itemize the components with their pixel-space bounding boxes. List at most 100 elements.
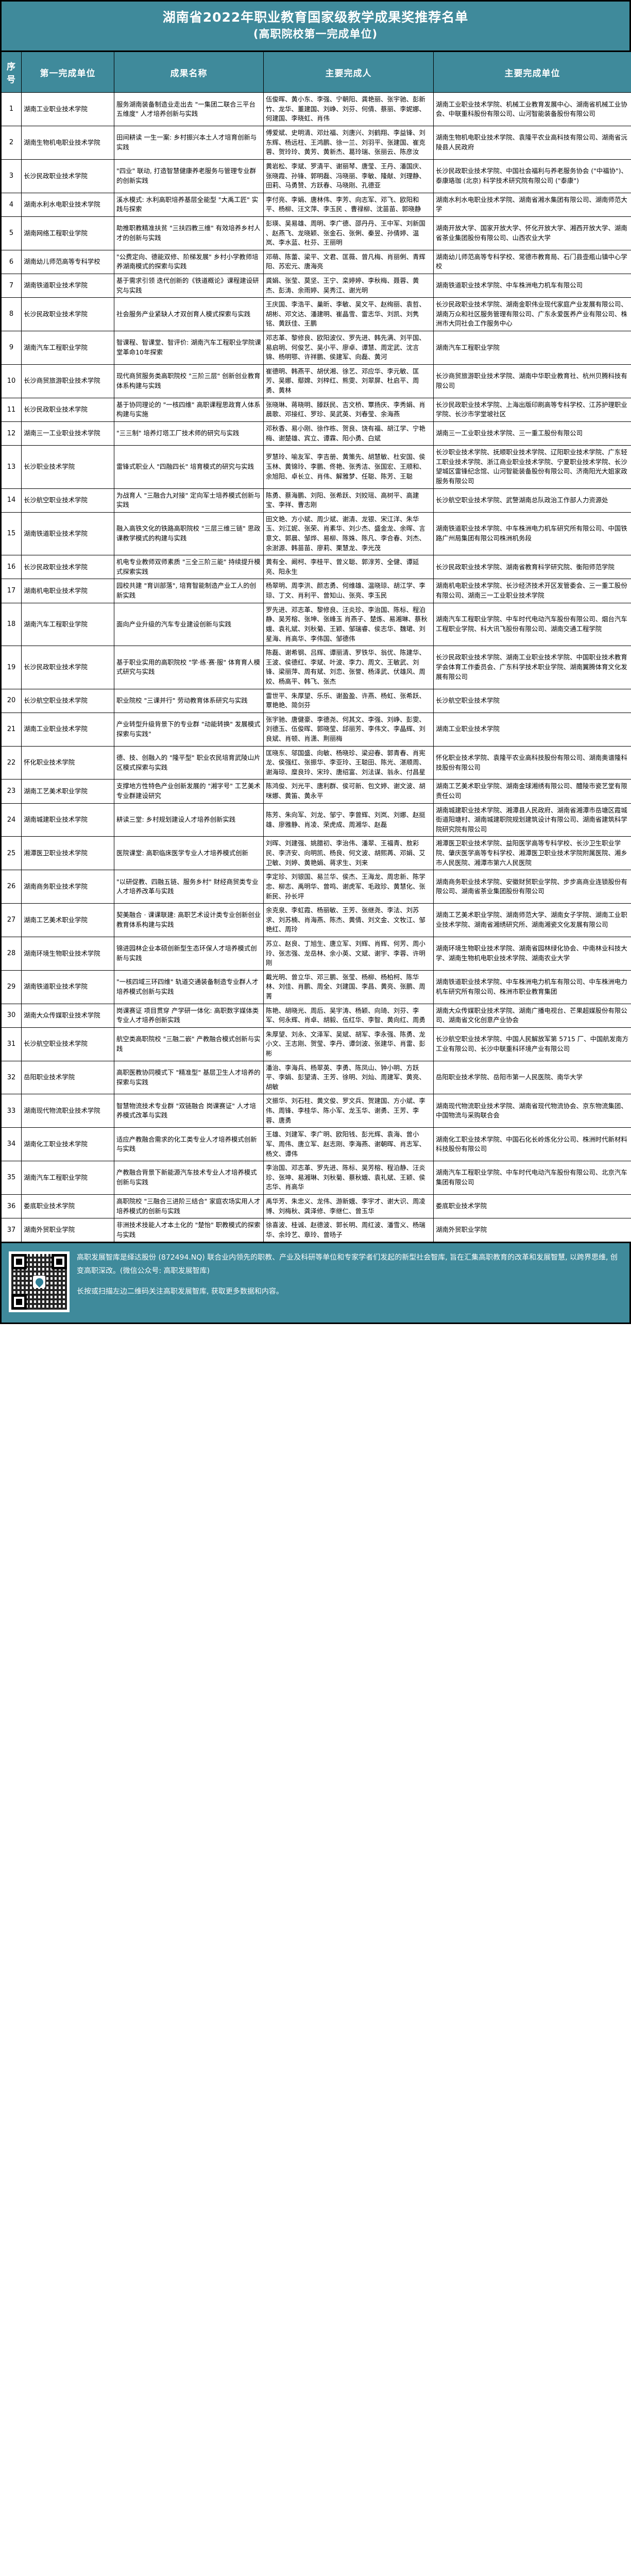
cell-no: 19 bbox=[1, 646, 22, 689]
cell-people: 张宇驰、唐健豪、李德尧、何其文、李强、刘峥、彭雯、刘德玉、伍俊晖、郭晓莹、邱丽芳… bbox=[263, 712, 434, 747]
cell-first-unit: 湖南化工职业技术学院 bbox=[21, 1127, 114, 1162]
cell-people: 陈艳、胡晓光、周后、吴宇涛、杨颖、向琦、刘芬、李军、何永辉、肖卓、胡毅、伍红华、… bbox=[263, 1003, 434, 1028]
footer-banner: 高职发展智库是绎达股份 (872494.NQ) 联合业内领先的职教、产业及科研等… bbox=[0, 1243, 631, 1325]
cell-people: 徐喜波、桂诚、赵德波、郭长明、周红波、潘雪义、杨瑞华、余玲艺、章玲、曾旸子 bbox=[263, 1218, 434, 1243]
cell-first-unit: 湖南外贸职业学院 bbox=[21, 1218, 114, 1243]
cell-units: 怀化职业技术学院、袁隆平农业高科技股份有限公司、湖南奥谱隆科技股份有限公司 bbox=[433, 745, 631, 780]
cell-units: 湖南铁道职业技术学院、中车株洲电力机车有限公司 bbox=[433, 273, 631, 298]
cell-first-unit: 长沙航空职业技术学院 bbox=[21, 1027, 114, 1061]
cell-achievement: 岗课赛证 项目贯穿 产学研一体化: 高职数字媒体类专业人才培养创新实践 bbox=[114, 1003, 264, 1028]
cell-first-unit: 湖南工艺美术职业学院 bbox=[21, 779, 114, 804]
cell-achievement: 契美融合 · 课课联建: 高职艺术设计类专业创新创业教育体系构建与实践 bbox=[114, 903, 264, 937]
cell-people: 龚娟、张莹、莫坚、王宁、栾婷婷、李秋梅、聂蓉、黄杰、彭涛、余雨婷、吴秀江、谢光明 bbox=[263, 273, 434, 298]
cell-achievement: 高职院校 "三融合三进阶三结合" 家庭农场实用人才培养模式的创新与实践 bbox=[114, 1194, 264, 1219]
cell-no: 36 bbox=[1, 1194, 22, 1219]
cell-achievement: 基于需求引领 迭代创新的《铁道概论》课程建设研究与实践 bbox=[114, 273, 264, 298]
cell-first-unit: 湖南机电职业技术学院 bbox=[21, 579, 114, 603]
cell-achievement: 为战育人 "三融合九对接" 定向军士培养模式创新与实践 bbox=[114, 488, 264, 513]
page-title: 湖南省2022年职业教育国家级教学成果奖推荐名单 bbox=[162, 10, 469, 25]
cell-no: 24 bbox=[1, 803, 22, 837]
cell-people: 戴光明、曾立华、邓三鹏、张莹、杨柳、杨柏柯、陈华林、刘佳、肖鹏、周全、刘建国、李… bbox=[263, 970, 434, 1004]
cell-no: 31 bbox=[1, 1027, 22, 1061]
cell-people: 匡晓东、邬国盛、向敏、杨晓珍、梁迎春、郭青春、肖宪龙、侯强红、张振华、李亚玲、王… bbox=[263, 745, 434, 780]
table-row: 12 湖南三一工业职业技术学院 "三三制" 培养灯塔工厂技术师的研究与实践 邓秋香、易… bbox=[1, 421, 631, 446]
cell-units: 湖南化工职业技术学院、中国石化长岭炼化分公司、株洲时代新材料科技股份有限公司 bbox=[433, 1127, 631, 1162]
cell-people: 罗慧玲、喻友军、李吉册、黄策先、胡慧敏、杜安国、侯玉林、黄锦玲、李鹏、佟艳、张秀… bbox=[263, 445, 434, 489]
cell-no: 13 bbox=[1, 445, 22, 489]
cell-people: 陈勇、蔡海鹏、刘阳、张希跃、刘姣瑶、高树平、高建宝、李祥、曹志刚 bbox=[263, 488, 434, 513]
cell-units: 湖南三一工业职业技术学院、三一重工股份有限公司 bbox=[433, 421, 631, 446]
cell-no: 22 bbox=[1, 745, 22, 780]
cell-units: 长沙民政职业技术学院、湖南金职伟业现代家庭产业发展有限公司、湖南万众和社区服务管… bbox=[433, 297, 631, 332]
cell-people: 苏立、赵良、丁旭生、唐立军、刘辉、肖辉、何芳、周小玲、张志强、龙岳林、余小英、文… bbox=[263, 936, 434, 971]
table-row: 11 长沙民政职业技术学院 基于协同理论的 "一核四维" 高职课程思政育人体系构建与… bbox=[1, 397, 631, 422]
cell-units: 娄底职业技术学院 bbox=[433, 1194, 631, 1219]
cell-no: 9 bbox=[1, 331, 22, 365]
cell-achievement: 智慧物流技术专业群 "双链融合 岗课赛证" 人才培养模式改革与实践 bbox=[114, 1094, 264, 1128]
table-row: 15 湖南铁道职业技术学院 融入高铁文化的铁路高职院校 "三层三维三链" 思政课教学… bbox=[1, 512, 631, 556]
table-row: 20 长沙航空职业技术学院 职业院校 "三课并行" 劳动教育体系研究与实践 雷世平、朱… bbox=[1, 688, 631, 713]
cell-people: 李定珍、刘银国、易兰华、侯杰、王海龙、周忠新、陈学忠、柳志、禹明华、曾鸣、谢虎军… bbox=[263, 870, 434, 904]
cell-no: 5 bbox=[1, 216, 22, 250]
cell-no: 28 bbox=[1, 936, 22, 971]
cell-achievement: 智课程、智课堂、智评价: 湖南汽车工程职业学院课堂革命10年探索 bbox=[114, 331, 264, 365]
cell-people: 潘治、李海兵、杨翠英、李勇、陈凤山、钟小明、方跃平、李娟、彭望清、王芳、徐明、刘… bbox=[263, 1060, 434, 1095]
cell-first-unit: 湖南工艺美术职业学院 bbox=[21, 903, 114, 937]
cell-first-unit: 长沙职业技术学院 bbox=[21, 445, 114, 489]
cell-people: 刘晖、刘建强、姚腊初、李治伟、潘翠、王福青、敖彩民、李济安、向明凯、杨良、何文波… bbox=[263, 836, 434, 871]
cell-achievement: 融入高铁文化的铁路高职院校 "三层三维三链" 思政课教学模式的构建与实践 bbox=[114, 512, 264, 556]
cell-people: 邓志革、黎修良、欧阳波仪、罗先进、韩先满、刘平国、易启明、何俊艺、吴小平、廖卓、… bbox=[263, 331, 434, 365]
table-row: 3 长沙民政职业技术学院 "四业" 联动, 打造智慧健康养老服务与管理专业群的创新实… bbox=[1, 159, 631, 193]
cell-achievement: 溪水模式: 水利高职培养基层全能型 "大禹工匠" 实践与探索 bbox=[114, 192, 264, 217]
table-row: 6 湖南幼儿师范高等专科学校 "公费定向、德能双修、阶梯发展" 乡村小学教师培养湖南… bbox=[1, 249, 631, 275]
cell-units: 湖南幼儿师范高等专科学校、常德市教育局、石门县壶瓶山镇中心学校 bbox=[433, 249, 631, 275]
table-row: 7 湖南铁道职业技术学院 基于需求引领 迭代创新的《铁道概论》课程建设研究与实践 龚娟… bbox=[1, 273, 631, 298]
cell-units: 湖南铁道职业技术学院、中车株洲电力机车研究所有限公司、中国铁路广州局集团有限公司… bbox=[433, 512, 631, 556]
table-row: 32 岳阳职业技术学院 高职医教协同模式下 "精准型" 基层卫生人才培养的探索与实践… bbox=[1, 1060, 631, 1095]
cell-no: 2 bbox=[1, 126, 22, 160]
cell-people: 崔德明、韩燕平、胡伏湘、徐艺、邓应华、李元敏、匡 芳、吴娜、鄢嫦、刘梓红、熊雯、… bbox=[263, 364, 434, 398]
cell-units: 湘潭医卫职业技术学院、益阳医学高等专科学校、长沙卫生职业学院、肇庆医学高等专科学… bbox=[433, 836, 631, 871]
cell-achievement: 产教融合背景下新能源汽车技术专业人才培养模式创新与实践 bbox=[114, 1161, 264, 1195]
table-body: 1 湖南工业职业技术学院 服务湖南装备制造业走出去 "一集团二联合三平台五维度" 人… bbox=[1, 92, 631, 1243]
cell-achievement: "公费定向、德能双修、阶梯发展" 乡村小学教师培养湖南模式的探索与实践 bbox=[114, 249, 264, 275]
cell-achievement: 面向产业升级的汽车专业建设创新与实践 bbox=[114, 602, 264, 647]
table-row: 9 湖南汽车工程职业学院 智课程、智课堂、智评价: 湖南汽车工程职业学院课堂革命10… bbox=[1, 331, 631, 365]
cell-first-unit: 湖南大众传媒职业技术学院 bbox=[21, 1003, 114, 1028]
cell-no: 26 bbox=[1, 870, 22, 904]
cell-achievement: 基于职业实用的高职院校 "学·练·赛·服" 体育育人模式研究与实践 bbox=[114, 646, 264, 689]
cell-no: 32 bbox=[1, 1060, 22, 1095]
table-row: 22 怀化职业技术学院 德、技、创融入的 "隆平型" 职业农民培育武陵山片区模式探索… bbox=[1, 745, 631, 780]
column-header-units: 主要完成单位 bbox=[433, 51, 631, 93]
cell-no: 7 bbox=[1, 273, 22, 298]
cell-first-unit: 湖南三一工业职业技术学院 bbox=[21, 421, 114, 446]
cell-people: 王庆国、李浩平、巢昕、李敏、吴文平、赵绚丽、袁哲、胡彬、邓文达、潘建明、崔晶雪、… bbox=[263, 297, 434, 332]
cell-first-unit: 长沙航空职业技术学院 bbox=[21, 488, 114, 513]
cell-no: 20 bbox=[1, 688, 22, 713]
cell-achievement: 德、技、创融入的 "隆平型" 职业农民培育武陵山片区模式探索与实践 bbox=[114, 745, 264, 780]
table-row: 5 湖南网络工程职业学院 助推职教精准扶贫 "三扶四教三维" 有效培养乡村人才的创新… bbox=[1, 216, 631, 250]
cell-units: 湖南机电职业技术学院、长沙经济技术开区发管委会、三一重工股份有限公司、湖南三一工… bbox=[433, 579, 631, 603]
cell-people: 余克泉、李虹霞、杨丽敏、王芳、张继尧、李法、刘苏求、刘苏楠、肖海燕、陈杰、黄倩、… bbox=[263, 903, 434, 937]
cell-units: 湖南水利水电职业技术学院、湖南省湘水集团有限公司、湖南师范大学 bbox=[433, 192, 631, 217]
cell-no: 30 bbox=[1, 1003, 22, 1028]
footer-paragraph-2: 长按或扫描左边二维码关注高职发展智库, 获取更多数据和内容。 bbox=[77, 1287, 283, 1296]
cell-first-unit: 湖南工业职业技术学院 bbox=[21, 92, 114, 127]
cell-people: 陈磊、谢希钢、吕辉、谭丽清、罗铁华、翁优、陈建华、王波、侯德红、李斌、叶波、李力… bbox=[263, 646, 434, 689]
cell-people: 黄岩松、李斌、罗清平、谢丽琴、唐莹、王丹、潘国庆、张晓霞、孙锋、郭明磊、冯晓丽、… bbox=[263, 159, 434, 193]
award-table: 序号 第一完成单位 成果名称 主要完成人 主要完成单位 1 湖南工业职业技术学院服… bbox=[0, 50, 631, 1244]
cell-units: 湖南大众传媒职业技术学院、湖南广播电视台、芒果超媒股份有限公司、湖南省文化创意产… bbox=[433, 1003, 631, 1028]
cell-achievement: 高职医教协同模式下 "精准型" 基层卫生人才培养的探索与实践 bbox=[114, 1060, 264, 1095]
cell-first-unit: 岳阳职业技术学院 bbox=[21, 1060, 114, 1095]
cell-achievement: 医院课堂: 高职临床医学专业人才培养模式创新 bbox=[114, 836, 264, 871]
cell-units: 长沙民政职业技术学院、湖南省教育科学研究院、衡阳师范学院 bbox=[433, 555, 631, 580]
cell-no: 1 bbox=[1, 92, 22, 127]
cell-achievement: "一核四域三环四维" 轨道交通装备制造专业群人才培养模式创新与实践 bbox=[114, 970, 264, 1004]
table-row: 16 长沙民政职业技术学院 机电专业教师双师素质 "三全三阶三能" 持续提升模式探索… bbox=[1, 555, 631, 580]
table-row: 26 湖南商务职业技术学院 "以研促教、四融五链、服务乡村" 财经商贸类专业人才培养… bbox=[1, 870, 631, 904]
cell-first-unit: 湖南水利水电职业技术学院 bbox=[21, 192, 114, 217]
column-header-first-unit: 第一完成单位 bbox=[21, 51, 114, 93]
table-header: 序号 第一完成单位 成果名称 主要完成人 主要完成单位 bbox=[1, 51, 631, 93]
cell-units: 湖南汽车工程职业学院 bbox=[433, 331, 631, 365]
table-row: 25 湘潭医卫职业技术学院 医院课堂: 高职临床医学专业人才培养模式创新 刘晖、刘建强… bbox=[1, 836, 631, 871]
